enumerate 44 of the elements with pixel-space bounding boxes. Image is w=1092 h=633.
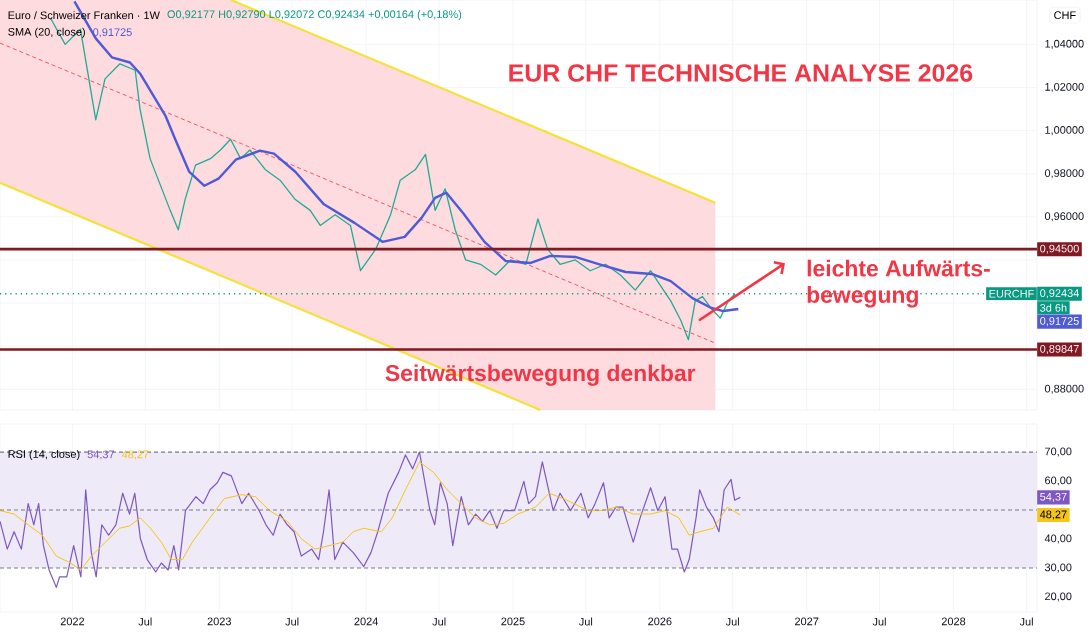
- y-tick-label: 40,00: [1044, 534, 1072, 544]
- y-tick-label: 0,96000: [1044, 212, 1084, 222]
- annotation: bewegung: [807, 286, 918, 308]
- annotation: EURCHF: [989, 289, 1034, 298]
- annotation: O0,92177 H0,92790 L0,92072 C0,92434 +0,00164 (+0,18%): [167, 10, 462, 21]
- ref-line-label: 0,94500: [1040, 244, 1079, 254]
- y-tick-label: 1,04000: [1045, 39, 1084, 49]
- y-tick-label: 60,00: [1045, 476, 1072, 486]
- x-tick-label: 2028: [941, 617, 966, 626]
- x-tick-label: 2027: [795, 617, 819, 626]
- ref-line-label: 0,92434: [1040, 289, 1079, 299]
- x-tick-label: Jul: [872, 617, 886, 626]
- text: CHF: [1054, 11, 1076, 20]
- x-tick-label: Jul: [1019, 617, 1033, 626]
- text: 54,37: [1040, 492, 1067, 502]
- x-tick-label: Jul: [138, 617, 152, 626]
- text: 3d 6h: [1040, 303, 1067, 312]
- annotation: 54,37: [87, 450, 115, 460]
- x-tick-label: Jul: [285, 617, 299, 626]
- line-series: [0, 461, 741, 571]
- annotation: 48,27: [121, 450, 149, 460]
- y-tick-label: 30,00: [1044, 563, 1072, 573]
- annotation: leichte Aufwärts-: [807, 259, 990, 277]
- annotation: 0,91725: [93, 28, 132, 38]
- text: 48,27: [1039, 510, 1067, 520]
- x-tick-label: 2023: [207, 617, 231, 626]
- text: 0,91725: [1040, 317, 1079, 327]
- x-tick-label: 2022: [60, 617, 85, 626]
- x-tick-label: Jul: [432, 617, 446, 626]
- x-tick-label: Jul: [578, 617, 593, 626]
- x-tick-label: 2024: [354, 617, 378, 626]
- y-tick-label: 0,98000: [1044, 169, 1084, 179]
- ref-line-label: 0,89847: [1040, 344, 1079, 355]
- x-tick-label: Jul: [725, 617, 739, 626]
- y-tick-label: 70,00: [1045, 447, 1072, 457]
- y-tick-label: 20,00: [1045, 592, 1072, 602]
- annotation: RSI (14, close): [8, 449, 80, 461]
- x-tick-label: 2025: [501, 617, 525, 626]
- text: EUR CHF TECHNISCHE ANALYSE 2026: [509, 64, 973, 82]
- y-tick-label: 0,88000: [1044, 384, 1084, 394]
- x-tick-label: 2026: [648, 617, 672, 626]
- line-series: [0, 451, 741, 588]
- y-tick-label: 1,02000: [1045, 82, 1084, 93]
- y-tick-label: 1,00000: [1045, 126, 1084, 136]
